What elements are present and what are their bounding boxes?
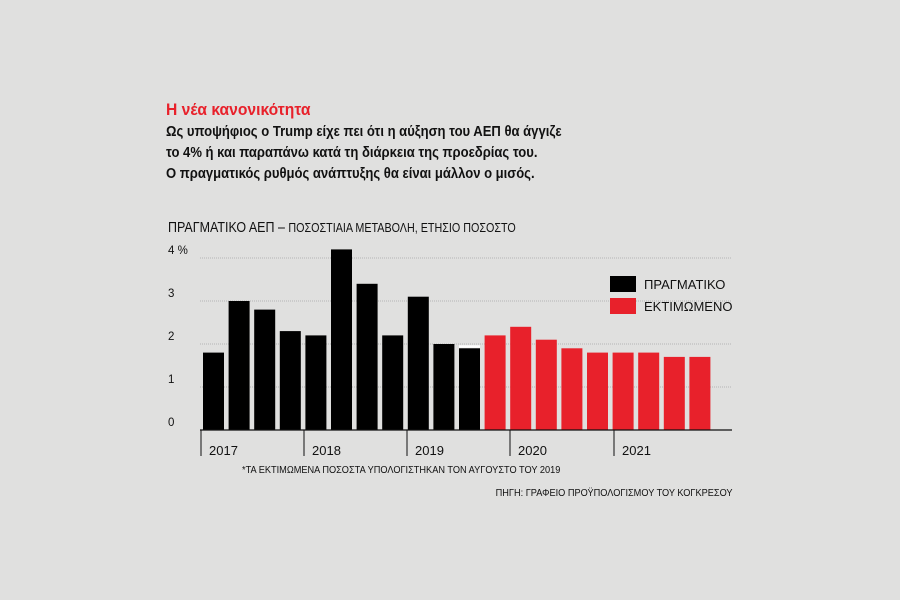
actual-bar	[203, 352, 224, 430]
actual-bar	[331, 249, 352, 430]
y-tick-label: 0	[168, 417, 174, 429]
legend-label: ΠΡΑΓΜΑΤΙΚΟ	[644, 277, 725, 292]
actual-bar	[407, 296, 429, 430]
estimated-bar	[587, 352, 608, 430]
footnote: *ΤΑ ΕΚΤΙΜΩΜΕΝΑ ΠΟΣΟΣΤΑ ΥΠΟΛΟΓΙΣΤΗΚΑΝ ΤΟΝ…	[242, 465, 561, 476]
y-tick-label: 3	[168, 288, 174, 300]
estimated-bar	[510, 326, 532, 430]
estimated-bar	[689, 356, 711, 430]
source-note: ΠΗΓΗ: ΓΡΑΦΕΙΟ ΠΡΟΫΠΟΛΟΓΙΣΜΟΥ ΤΟΥ ΚΟΓΚΡΕΣ…	[496, 488, 733, 499]
estimated-bar	[535, 339, 557, 430]
chart-title: ΠΡΑΓΜΑΤΙΚΟ ΑΕΠ – ΠΟΣΟΣΤΙΑΙΑ ΜΕΤΑΒΟΛΗ, ΕΤ…	[168, 220, 516, 236]
actual-bar	[279, 331, 301, 430]
actual-bar	[254, 309, 276, 430]
estimated-bar	[663, 356, 685, 430]
bar-marker	[459, 345, 480, 348]
intro-line: Ο πραγματικός ρυθμός ανάπτυξης θα είναι …	[166, 166, 535, 182]
y-tick-label: 2	[168, 331, 174, 343]
estimated-bar	[561, 348, 583, 430]
chart-title-main: ΠΡΑΓΜΑΤΙΚΟ ΑΕΠ –	[168, 220, 289, 236]
legend-swatch	[610, 298, 636, 314]
actual-bar	[433, 344, 455, 430]
x-tick-label: 2021	[622, 443, 651, 458]
actual-bar	[382, 335, 404, 430]
y-tick-label: 1	[168, 374, 174, 386]
estimated-bar	[484, 335, 506, 430]
x-tick-label: 2018	[312, 443, 341, 458]
x-tick-label: 2019	[415, 443, 444, 458]
x-tick-label: 2017	[209, 443, 238, 458]
y-tick-label: 4 %	[168, 245, 188, 257]
intro-line: το 4% ή και παραπάνω κατά τη διάρκεια τη…	[166, 145, 538, 161]
actual-bar	[228, 301, 250, 430]
x-tick-label: 2020	[518, 443, 547, 458]
actual-bar	[459, 348, 480, 430]
actual-bar	[305, 335, 327, 430]
headline: Η νέα κανονικότητα	[166, 100, 311, 119]
actual-bar	[356, 283, 378, 430]
legend-swatch	[610, 276, 636, 292]
estimated-bar	[638, 352, 660, 430]
chart-subtitle: ΠΟΣΟΣΤΙΑΙΑ ΜΕΤΑΒΟΛΗ, ΕΤΗΣΙΟ ΠΟΣΟΣΤΟ	[288, 221, 516, 235]
estimated-bar	[612, 352, 634, 430]
legend-label: ΕΚΤΙΜΩΜΕΝΟ	[644, 299, 732, 314]
intro-line: Ως υποψήφιος ο Trump είχε πει ότι η αύξη…	[166, 124, 562, 140]
intro-text: Ως υποψήφιος ο Trump είχε πει ότι η αύξη…	[166, 122, 562, 185]
